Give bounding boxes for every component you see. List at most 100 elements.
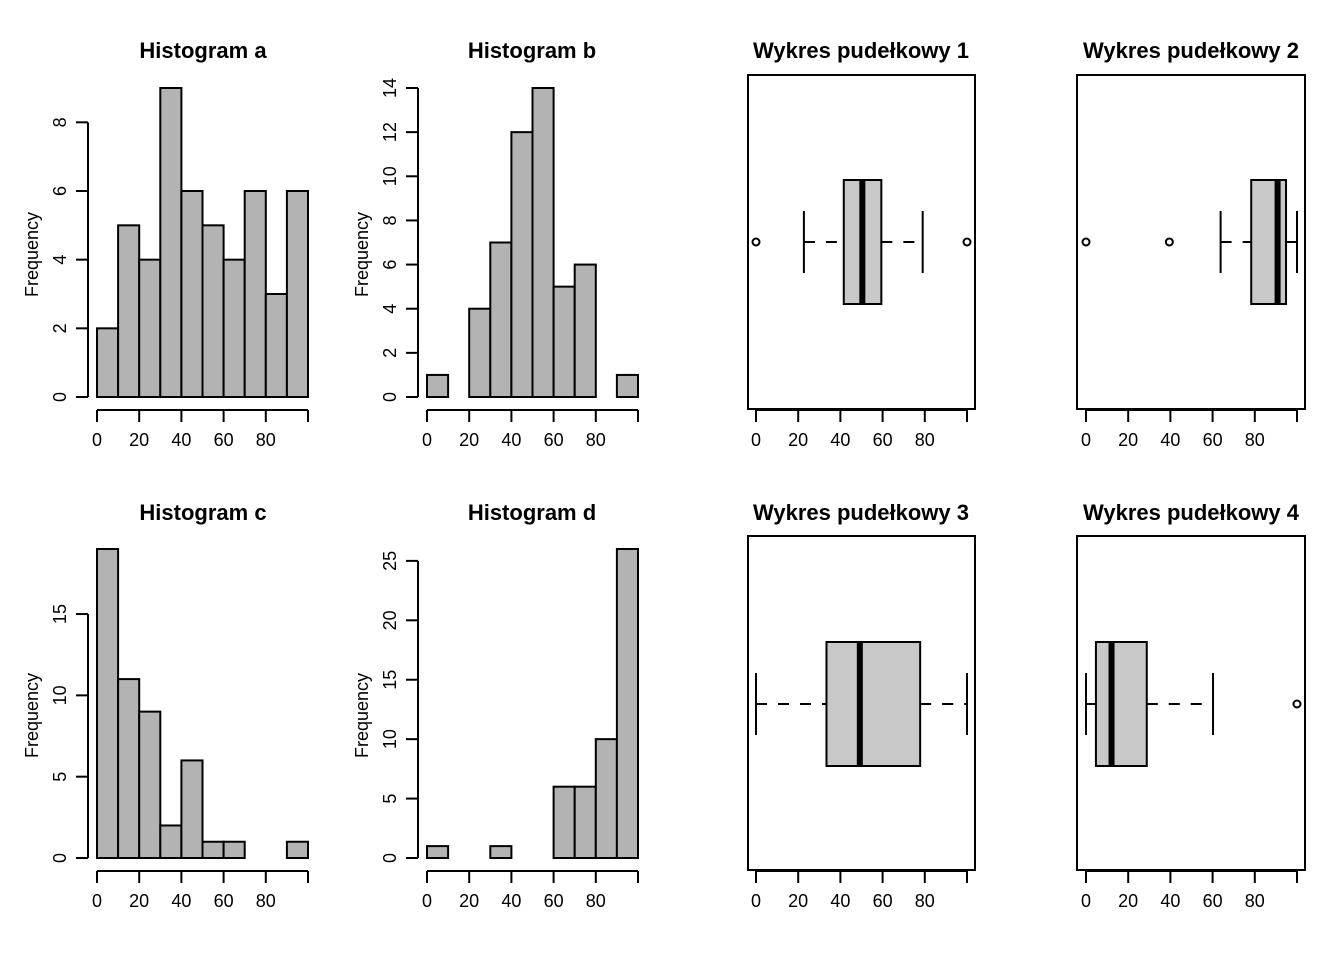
- box-iqr: [825, 641, 922, 767]
- y-tick-label: 5: [380, 794, 400, 804]
- x-tick-label: 40: [1160, 891, 1180, 911]
- y-tick-label: 2: [380, 348, 400, 358]
- histogram-bar: [426, 373, 450, 398]
- x-tick-label: 60: [873, 430, 893, 450]
- x-tick-label: 40: [171, 430, 191, 450]
- chart-title: Histogram b: [468, 38, 596, 63]
- x-tick-label: 0: [422, 891, 432, 911]
- histogram-bar: [222, 840, 246, 859]
- histogram-bar: [531, 87, 555, 398]
- x-tick-label: 40: [830, 430, 850, 450]
- y-tick-label: 15: [380, 670, 400, 690]
- x-tick-label: 20: [459, 430, 479, 450]
- chart-title: Histogram a: [139, 38, 267, 63]
- y-tick-label: 2: [50, 323, 70, 333]
- panel-boxplot-4: Wykres pudełkowy 4 0 20 40 60 80: [1076, 500, 1306, 911]
- y-axis-label: Frequency: [22, 212, 42, 297]
- y-tick-label: 0: [380, 392, 400, 402]
- histogram-bar: [117, 678, 141, 860]
- x-tick-label: 0: [751, 891, 761, 911]
- y-tick-label: 10: [380, 729, 400, 749]
- histogram-bar: [426, 845, 450, 859]
- histogram-bar: [552, 285, 576, 398]
- histogram-bar: [594, 738, 618, 860]
- y-tick-label: 25: [380, 551, 400, 571]
- histogram-bar: [510, 131, 534, 398]
- histogram-bar: [489, 845, 513, 859]
- x-tick-label: 40: [171, 891, 191, 911]
- outlier-point: [1081, 237, 1091, 247]
- chart-title: Histogram d: [468, 500, 596, 525]
- x-tick-label: 0: [1081, 430, 1091, 450]
- x-tick-label: 40: [1160, 430, 1180, 450]
- box-iqr: [1094, 641, 1148, 767]
- histogram-bar: [180, 190, 204, 398]
- x-tick-label: 80: [586, 891, 606, 911]
- histogram-bar: [468, 307, 492, 399]
- x-tick-label: 20: [788, 891, 808, 911]
- x-tick-label: 80: [915, 891, 935, 911]
- x-tick-label: 40: [501, 891, 521, 911]
- histogram-bar: [264, 293, 288, 398]
- chart-title: Wykres pudełkowy 3: [753, 500, 969, 525]
- panel-boxplot-1: Wykres pudełkowy 1 0 20 40 60 80: [747, 38, 976, 450]
- histogram-bar: [180, 759, 204, 860]
- histogram-bar: [285, 190, 309, 398]
- histogram-bar: [573, 263, 597, 399]
- y-tick-label: 15: [50, 604, 70, 624]
- y-tick-label: 14: [380, 78, 400, 98]
- chart-title: Wykres pudełkowy 4: [1083, 500, 1300, 525]
- x-tick-label: 60: [873, 891, 893, 911]
- y-tick-label: 20: [380, 610, 400, 630]
- y-axis-label: Frequency: [352, 212, 372, 297]
- box-iqr: [1250, 179, 1288, 305]
- histogram-bar: [201, 840, 225, 859]
- histogram-bar: [243, 190, 267, 398]
- x-tick-label: 60: [214, 430, 234, 450]
- chart-title: Histogram c: [139, 500, 266, 525]
- histogram-bar: [552, 785, 576, 860]
- histogram-bar: [489, 241, 513, 398]
- x-tick-label: 80: [256, 430, 276, 450]
- y-tick-label: 6: [380, 260, 400, 270]
- x-tick-label: 80: [1245, 891, 1265, 911]
- outlier-point: [1292, 699, 1302, 709]
- outlier-point: [1164, 237, 1174, 247]
- panel-histogram-d: Histogram d 0 5 10 15 20 25 Frequency 0 20 40 60 80: [352, 500, 640, 911]
- x-tick-label: 20: [788, 430, 808, 450]
- x-tick-label: 0: [422, 430, 432, 450]
- outlier-point: [962, 237, 972, 247]
- histogram-bar: [96, 548, 120, 859]
- y-tick-label: 4: [50, 255, 70, 265]
- y-tick-label: 10: [50, 685, 70, 705]
- x-tick-label: 20: [129, 430, 149, 450]
- panel-boxplot-3: Wykres pudełkowy 3 0 20 40 60 80: [747, 500, 976, 911]
- histogram-bar: [159, 824, 183, 860]
- x-tick-label: 20: [1118, 891, 1138, 911]
- histogram-bar: [285, 840, 309, 859]
- histogram-bar: [222, 258, 246, 398]
- x-tick-label: 0: [751, 430, 761, 450]
- x-tick-label: 60: [1203, 891, 1223, 911]
- x-tick-label: 0: [1081, 891, 1091, 911]
- y-tick-label: 12: [380, 122, 400, 142]
- chart-title: Wykres pudełkowy 1: [753, 38, 969, 63]
- y-axis-label: Frequency: [22, 673, 42, 758]
- y-tick-label: 0: [380, 853, 400, 863]
- x-tick-label: 80: [1245, 430, 1265, 450]
- x-tick-label: 0: [92, 891, 102, 911]
- y-tick-label: 0: [50, 392, 70, 402]
- x-tick-label: 80: [586, 430, 606, 450]
- x-tick-label: 60: [214, 891, 234, 911]
- x-tick-label: 60: [544, 430, 564, 450]
- x-tick-label: 40: [830, 891, 850, 911]
- histogram-bar: [96, 327, 120, 399]
- x-tick-label: 20: [129, 891, 149, 911]
- panel-boxplot-2: Wykres pudełkowy 2 0 20 40 60 80: [1076, 38, 1306, 450]
- y-tick-label: 8: [380, 215, 400, 225]
- y-tick-label: 5: [50, 772, 70, 782]
- y-tick-label: 8: [50, 117, 70, 127]
- histogram-bar: [615, 548, 640, 859]
- x-tick-label: 60: [1203, 430, 1223, 450]
- histogram-bar: [615, 373, 640, 398]
